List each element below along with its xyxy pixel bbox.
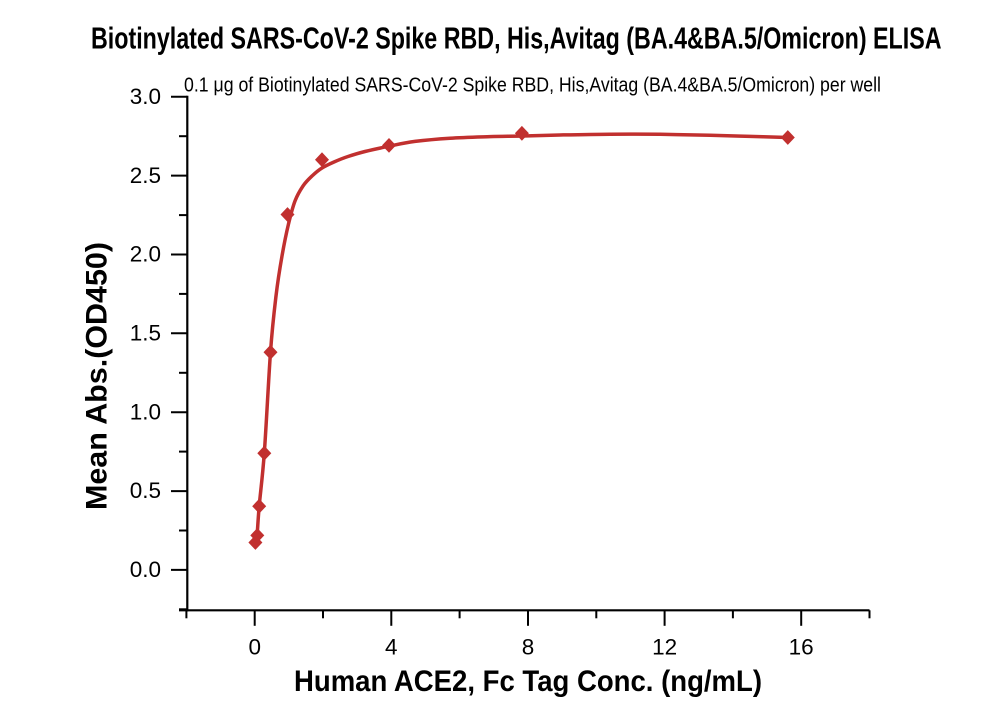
svg-text:3.0: 3.0 (130, 84, 161, 109)
svg-text:Human ACE2, Fc Tag Conc. (ng/m: Human ACE2, Fc Tag Conc. (ng/mL) (294, 665, 762, 698)
svg-text:1.5: 1.5 (130, 321, 161, 346)
svg-text:2.0: 2.0 (130, 242, 161, 267)
svg-text:8: 8 (522, 635, 535, 660)
svg-text:1.0: 1.0 (130, 399, 161, 424)
svg-text:0.5: 0.5 (130, 478, 161, 503)
svg-text:0.0: 0.0 (130, 557, 161, 582)
svg-text:Biotinylated SARS-CoV-2 Spike: Biotinylated SARS-CoV-2 Spike RBD, His,A… (91, 22, 941, 56)
svg-text:0: 0 (248, 635, 261, 660)
svg-text:4: 4 (385, 635, 398, 660)
svg-text:16: 16 (789, 635, 814, 660)
svg-text:0.1 μg of Biotinylated SARS-Co: 0.1 μg of Biotinylated SARS-CoV-2 Spike … (184, 73, 881, 96)
svg-text:12: 12 (652, 635, 677, 660)
svg-text:Mean Abs.(OD450): Mean Abs.(OD450) (80, 242, 113, 510)
svg-text:2.5: 2.5 (130, 163, 161, 188)
